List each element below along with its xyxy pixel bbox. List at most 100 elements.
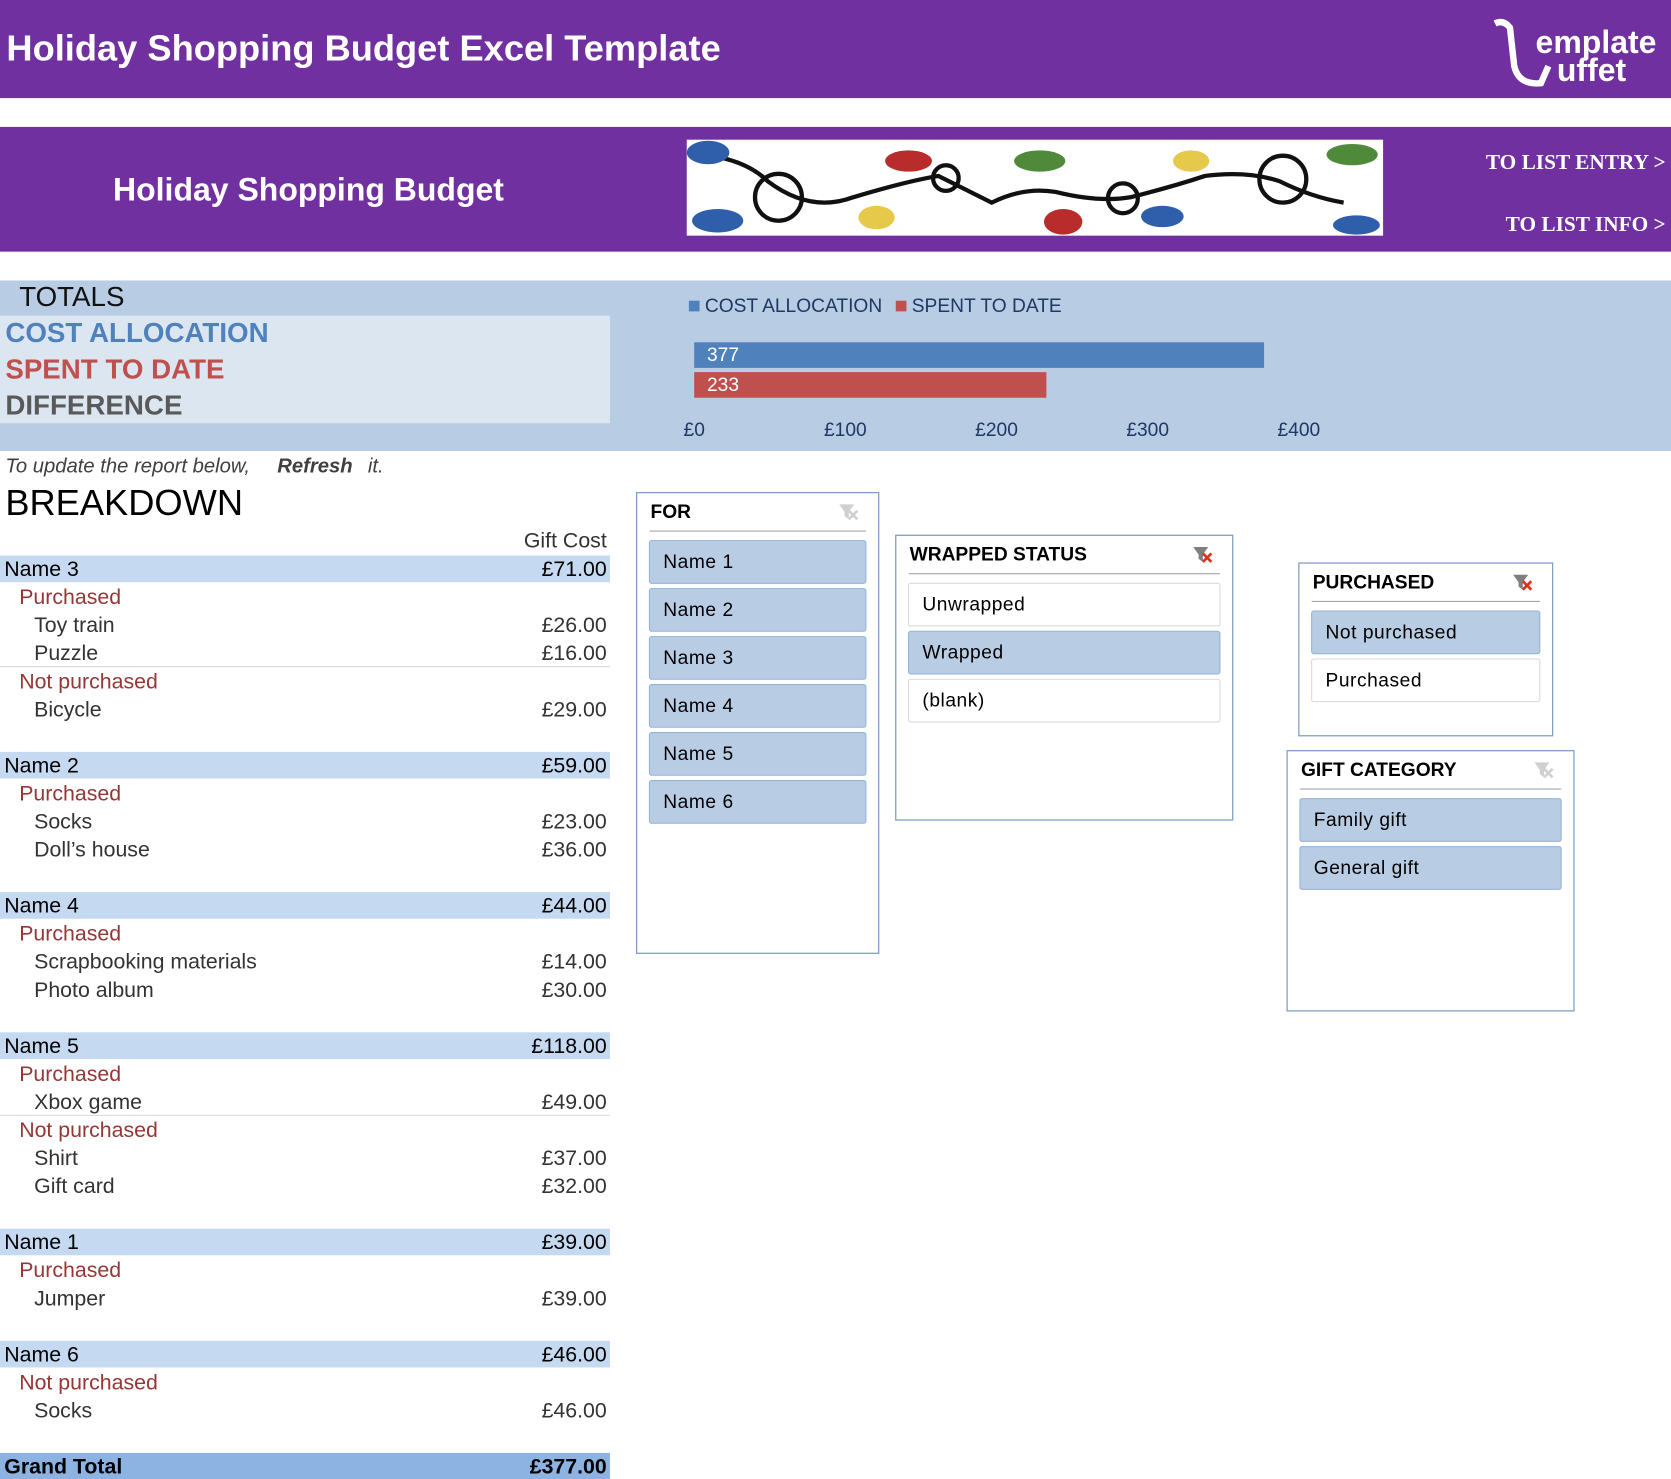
slicer-item[interactable] xyxy=(1299,798,1562,842)
clear-filter[interactable] xyxy=(839,504,855,520)
group-total: £44.00 xyxy=(542,894,607,918)
grand-total-label: Grand Total xyxy=(4,1455,122,1479)
item-name: Socks xyxy=(34,1398,92,1422)
item-name: Puzzle xyxy=(34,641,98,665)
slicer-item[interactable] xyxy=(908,630,1221,675)
item-cost: £16.00 xyxy=(542,641,607,665)
slicer-item[interactable] xyxy=(1311,658,1541,703)
clear-filter-x xyxy=(847,509,859,521)
item-name: Toy train xyxy=(34,613,115,637)
item-cost: £49.00 xyxy=(542,1090,607,1114)
slicer-item-label: Wrapped xyxy=(922,643,1003,664)
item-cost: £14.00 xyxy=(542,950,607,974)
breakdown-title: BREAKDOWN xyxy=(5,482,243,523)
slicer-item[interactable] xyxy=(648,684,867,728)
x-tick-label: £100 xyxy=(824,420,867,441)
slicer-item[interactable] xyxy=(908,678,1221,723)
group-name: Name 4 xyxy=(4,894,79,918)
clear-filter[interactable] xyxy=(1513,574,1529,590)
totals-heading: TOTALS xyxy=(19,281,124,312)
slicer-item-label: Family gift xyxy=(1314,810,1407,831)
item-name: Scrapbooking materials xyxy=(34,950,257,974)
item-cost: £39.00 xyxy=(542,1286,607,1310)
slicer-item-label: Name 1 xyxy=(663,552,733,573)
status: Not purchased xyxy=(19,669,158,693)
logo-text: uffet xyxy=(1557,52,1627,88)
note: To update the report below, xyxy=(5,455,250,477)
slicer-item-label: Purchased xyxy=(1325,670,1422,691)
item-name: Socks xyxy=(34,810,92,834)
logo-text: emplate xyxy=(1536,24,1657,60)
group-total: £71.00 xyxy=(542,557,607,581)
logo-mark xyxy=(1493,18,1552,87)
item-cost: £26.00 xyxy=(542,613,607,637)
clear-filter-x xyxy=(1543,767,1554,779)
legend-swatch xyxy=(895,300,907,312)
group-name: Name 1 xyxy=(4,1230,79,1254)
grand-total-value: £377.00 xyxy=(530,1455,607,1479)
item-cost: £32.00 xyxy=(542,1174,607,1198)
slicer-item[interactable] xyxy=(648,540,867,584)
slicer-item-label: Name 3 xyxy=(663,648,733,669)
item-name: Xbox game xyxy=(34,1090,142,1114)
group-total: £39.00 xyxy=(542,1230,607,1254)
slicer-item[interactable] xyxy=(648,636,867,680)
item-name: Jumper xyxy=(34,1286,105,1310)
item-name: Doll’s house xyxy=(34,838,150,862)
totals-label: SPENT TO DATE xyxy=(5,353,224,384)
item-cost: £23.00 xyxy=(542,810,607,834)
group-total: £118.00 xyxy=(531,1034,607,1058)
status: Purchased xyxy=(19,781,121,805)
nav-link[interactable]: TO LIST INFO > xyxy=(1506,212,1666,236)
column-header: Gift Cost xyxy=(524,528,607,552)
slicer-title: GIFT CATEGORY xyxy=(1301,760,1457,781)
legend-swatch xyxy=(688,300,700,312)
slicer-item-label: Name 2 xyxy=(663,600,733,621)
slicer-item[interactable] xyxy=(648,780,867,824)
status: Not purchased xyxy=(19,1370,158,1394)
clear-filter[interactable] xyxy=(1193,547,1209,562)
x-tick-label: £300 xyxy=(1126,420,1169,441)
item-name: Photo album xyxy=(34,978,154,1002)
x-tick-label: £0 xyxy=(684,420,705,441)
group-band xyxy=(0,555,610,583)
status: Purchased xyxy=(19,1258,121,1282)
totals-label: DIFFERENCE xyxy=(5,390,182,421)
status: Purchased xyxy=(19,1062,121,1086)
legend-label: COST ALLOCATION xyxy=(705,296,882,317)
clear-filter[interactable] xyxy=(1534,762,1550,778)
nav-link[interactable]: TO LIST ENTRY > xyxy=(1486,150,1666,174)
slicer-item[interactable] xyxy=(648,588,867,632)
slicer-title: WRAPPED STATUS xyxy=(910,545,1088,566)
group-band xyxy=(0,1228,610,1256)
group-band xyxy=(0,1340,610,1368)
banner-title: Holiday Shopping Budget xyxy=(113,171,504,207)
item-cost: £29.00 xyxy=(542,697,607,721)
page-title: Holiday Shopping Budget Excel Template xyxy=(6,28,720,69)
slicer-title: FOR xyxy=(650,502,691,523)
group-name: Name 5 xyxy=(4,1034,79,1058)
item-name: Bicycle xyxy=(34,697,102,721)
item-cost: £30.00 xyxy=(542,978,607,1002)
slicer-item[interactable] xyxy=(1299,846,1562,890)
x-tick-label: £200 xyxy=(975,420,1018,441)
bar-label: 377 xyxy=(707,345,739,366)
slicer-title: PURCHASED xyxy=(1313,572,1435,593)
slicer-item[interactable] xyxy=(648,732,867,776)
slicer-item[interactable] xyxy=(1311,610,1541,655)
x-tick-label: £400 xyxy=(1277,420,1320,441)
totals-labels-bg xyxy=(0,315,610,424)
slicer-item-label: Name 6 xyxy=(663,792,733,813)
status: Not purchased xyxy=(19,1118,158,1142)
slicer-item-label: (blank) xyxy=(922,691,984,712)
legend-label: SPENT TO DATE xyxy=(912,296,1062,317)
group-band xyxy=(0,1032,610,1059)
slicer-item-label: Not purchased xyxy=(1325,622,1457,643)
header-bar xyxy=(0,0,1671,99)
group-name: Name 2 xyxy=(4,753,79,777)
slicer-item[interactable] xyxy=(908,582,1221,627)
clear-filter-x xyxy=(1201,552,1213,563)
slicer-item-label: Name 4 xyxy=(663,696,733,717)
